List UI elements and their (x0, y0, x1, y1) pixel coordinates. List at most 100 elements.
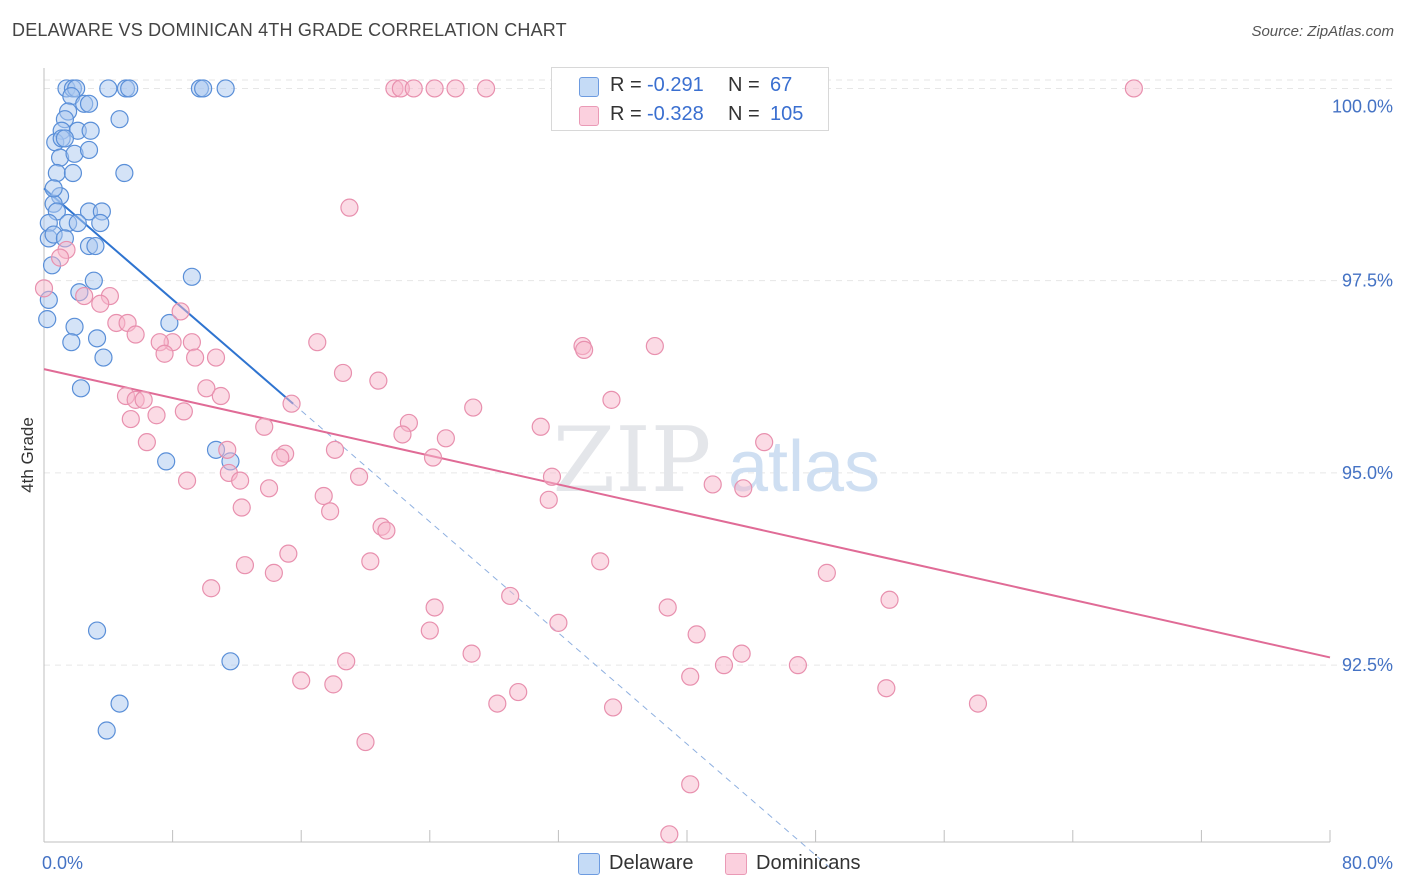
dominican-point (425, 79, 444, 98)
dominican-point (968, 694, 988, 713)
legend-r-label: R = (610, 103, 642, 125)
dominican-point (134, 390, 153, 409)
legend-swatch-dominicans (725, 853, 747, 875)
dominican-point (817, 563, 836, 582)
delaware-point (120, 79, 139, 98)
dominican-point (155, 344, 174, 363)
dominican-point (321, 502, 340, 521)
dominican-point (349, 467, 369, 486)
legend-swatch-dominicans (579, 106, 599, 126)
dominican-point (603, 698, 623, 717)
dominican-point (420, 621, 439, 640)
y-tick-label: 92.5% (1342, 655, 1393, 675)
dominican-point (476, 79, 496, 98)
delaware-point (115, 163, 134, 183)
delaware-point (97, 721, 116, 740)
delaware-point (99, 79, 118, 98)
delaware-point (65, 317, 84, 336)
dominican-point (186, 348, 205, 367)
dominican-point (255, 417, 274, 436)
delaware-point (182, 267, 201, 286)
watermark: ZIP atlas (553, 408, 880, 513)
dominican-point (259, 479, 279, 498)
dominican-point (788, 656, 808, 675)
delaware-point (79, 140, 99, 160)
dominican-point (602, 390, 621, 409)
dominican-point (177, 471, 197, 490)
dominican-point (1124, 79, 1143, 98)
y-tick-label: 97.5% (1342, 271, 1393, 291)
dominican-point (50, 248, 70, 267)
dominican-point (218, 440, 237, 459)
axes (43, 68, 1331, 843)
legend-swatch-delaware (579, 77, 599, 97)
dominican-point (232, 498, 251, 517)
delaware-point (221, 652, 240, 671)
delaware-point (47, 163, 66, 183)
dominican-point (425, 598, 444, 617)
dominican-point (591, 552, 610, 571)
dominican-point (314, 486, 333, 506)
delaware-point (84, 271, 103, 290)
dominican-point (464, 398, 483, 417)
dominican-point (681, 667, 700, 686)
dominican-point (681, 775, 700, 794)
dominican-point (488, 694, 507, 713)
delaware-point (68, 213, 87, 233)
dominican-point (235, 556, 255, 575)
legend-r-label: R = (610, 74, 642, 96)
dominican-point (542, 467, 562, 486)
dominican-point (206, 348, 226, 367)
delaware-point (86, 236, 105, 256)
chart-title: DELAWARE VS DOMINICAN 4TH GRADE CORRELAT… (12, 20, 567, 40)
delaware-point (91, 213, 110, 233)
x-tick-label-min: 0.0% (42, 853, 83, 873)
delaware-point (38, 310, 57, 329)
legend-row-dominicans: R = -0.328 N = 105 (552, 100, 828, 130)
y-tick-label: 100.0% (1332, 96, 1393, 116)
dominican-point (182, 333, 201, 352)
dominican-point (197, 379, 216, 398)
dominican-point (271, 448, 290, 467)
dominican-trend-line (43, 368, 1331, 659)
delaware-point (79, 94, 99, 113)
data-points (34, 79, 1143, 844)
watermark-atlas: atlas (728, 427, 880, 507)
dominican-point (714, 656, 734, 675)
delaware-point (110, 110, 129, 129)
legend-label-delaware: Delaware (609, 852, 694, 874)
delaware-point (62, 333, 81, 352)
dominican-point (369, 371, 388, 390)
delaware-point (157, 452, 176, 471)
legend-r-value: -0.328 (647, 103, 704, 125)
legend-n-label: N = (728, 103, 760, 125)
delaware-point (55, 129, 74, 148)
source-label: Source: ZipAtlas.com (1251, 23, 1394, 40)
delaware-point (87, 621, 107, 640)
dominican-point (732, 644, 751, 663)
dominican-point (436, 429, 455, 448)
dominican-point (423, 448, 443, 467)
dominican-point (377, 521, 396, 540)
dominican-point (264, 563, 283, 582)
dominican-point (356, 732, 375, 752)
legend-n-label: N = (728, 74, 760, 96)
legend-r-value: -0.291 (647, 74, 704, 96)
dominican-point (645, 336, 664, 356)
dominican-point (324, 675, 343, 694)
dominican-point (126, 325, 145, 344)
y-axis-title: 4th Grade (18, 417, 37, 493)
dominican-point (174, 402, 193, 421)
dominican-point (34, 279, 54, 298)
dominican-point (880, 590, 899, 609)
dominican-point (734, 479, 753, 498)
delaware-point (194, 79, 213, 98)
dominican-point (361, 552, 380, 571)
dominican-point (658, 598, 677, 617)
dominican-point (337, 652, 356, 671)
dominican-point (446, 79, 465, 98)
x-tick-label-max: 80.0% (1342, 853, 1393, 873)
dominican-point (325, 440, 345, 459)
tick-labels: 92.5% 95.0% 97.5% 100.0% 0.0% 80.0% (42, 96, 1393, 873)
delaware-point (110, 694, 129, 713)
